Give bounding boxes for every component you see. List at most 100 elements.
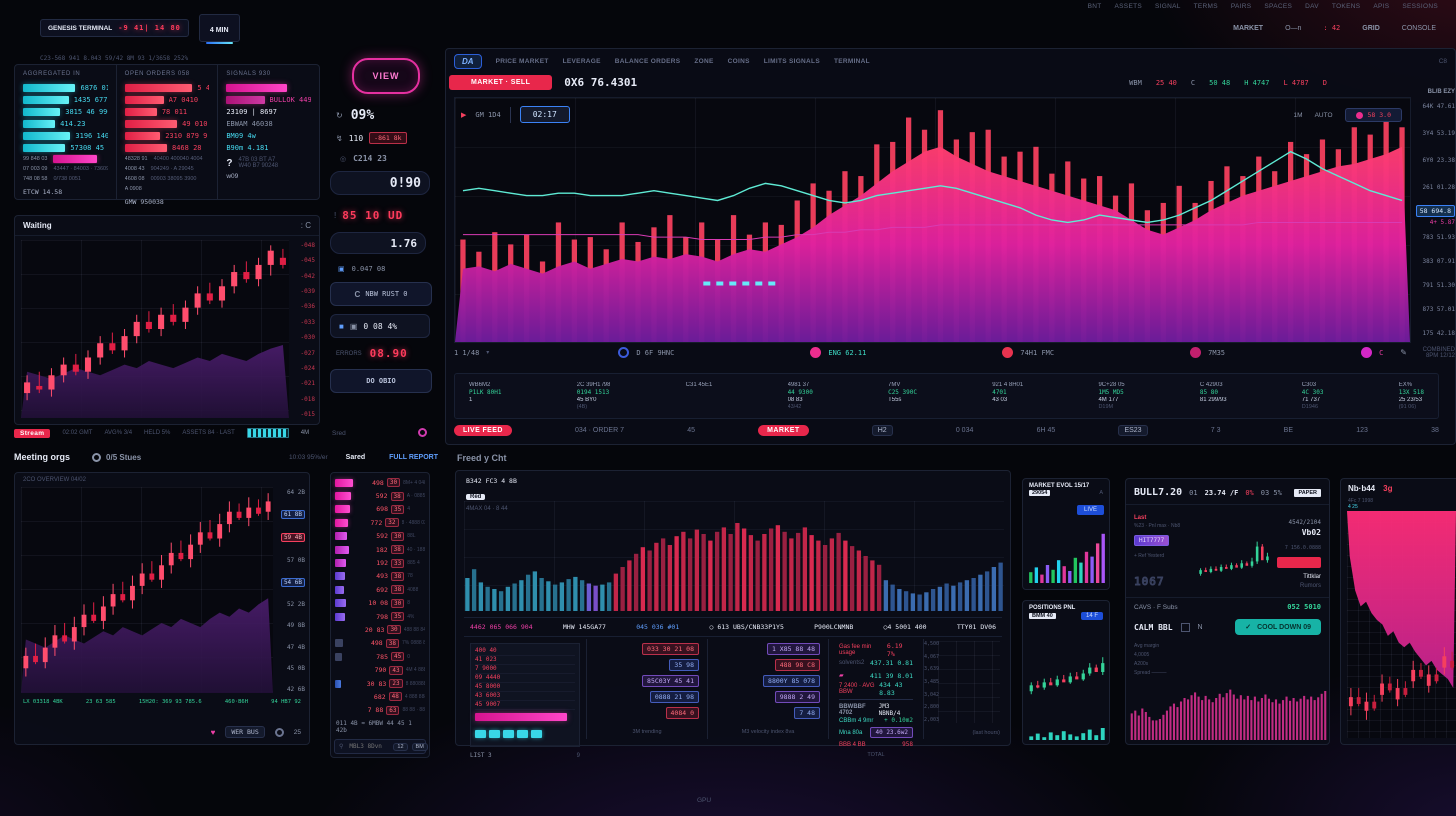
checkbox[interactable] (1180, 622, 1190, 632)
stat-group[interactable]: 2C 39H1 /98 0194 1513 45 BY0 (4B) (576, 382, 611, 410)
watchlist-row[interactable]: A7 0410 (124, 94, 210, 106)
watchlist-row[interactable]: 5 411 220 90 (124, 82, 209, 94)
heart-icon[interactable]: ♥ (210, 727, 216, 737)
ticker-item[interactable]: 74H1 FMC (1002, 347, 1061, 358)
watchlist-row[interactable]: 8468 28 (124, 142, 210, 154)
feed-tab[interactable]: 123 (1356, 427, 1368, 434)
filled-chip[interactable]: 0/5 Stues (92, 452, 141, 462)
volume-chart-area[interactable] (464, 501, 1004, 611)
metric-badge[interactable]: 7 48 (794, 707, 820, 719)
volume-stat[interactable]: ○ 613 UBS/CNB33P1Y5 (709, 623, 784, 631)
sell-button[interactable] (1277, 557, 1321, 568)
feed-tab[interactable]: 38 (1431, 427, 1439, 434)
orderbook-row[interactable]: 10 08 30 8 (331, 597, 429, 610)
candle-chart-area[interactable] (21, 487, 273, 693)
quick-grid[interactable]: GRID (1362, 24, 1380, 32)
countdown-box[interactable]: 02:17 (519, 106, 570, 123)
signal-pill[interactable]: 58 3.0 (1344, 108, 1402, 122)
main-chart-area[interactable]: ▶ GM 1D4 02:17 1M AUTO 58 3.0 (454, 97, 1411, 343)
edit-icon[interactable]: ✎ (1400, 348, 1407, 357)
orderbook-row[interactable]: 498 38 7% 0888 888 (331, 637, 429, 650)
trust-button[interactable]: C NBW RUST 0 (330, 282, 432, 306)
play-icon[interactable]: ▶ (461, 111, 467, 119)
top-nav-item[interactable]: ASSETS (1114, 3, 1142, 10)
orderbook-row[interactable]: 692 38 4088 (331, 583, 429, 596)
right-chart-area[interactable] (1347, 511, 1456, 738)
top-nav-item[interactable]: BNT (1087, 3, 1102, 10)
ticker-item[interactable]: D 6F 9HNC (618, 347, 681, 358)
timeframe-label[interactable]: GM 1D4 (475, 110, 501, 119)
orderbook-row[interactable]: 192 33 885 4 (331, 556, 429, 569)
stat-group[interactable]: WB6M2 P1LK 80H1 1 (469, 382, 502, 403)
top-nav-item[interactable]: SESSIONS (1402, 3, 1438, 10)
metric-badge[interactable]: 8800Y 85 078 (763, 675, 820, 687)
main-nav-item[interactable]: ZONE (694, 58, 714, 65)
red-chip[interactable]: Red (466, 494, 486, 500)
mini-table[interactable]: 400 40 41 023 7 9000 09 4440 45 8000 43 6003 4… (470, 643, 580, 747)
feed-tab[interactable]: 45 (687, 427, 695, 434)
watchlist-row[interactable]: 414.23 (23, 118, 108, 130)
refresh-icon[interactable]: ↻ (336, 111, 343, 120)
current-price-tag[interactable]: 58 694.8 (1415, 205, 1455, 217)
purple-badge[interactable]: 40 23.6w2 (870, 727, 913, 738)
ticker-item[interactable]: 1 1/48 ▾ (454, 349, 489, 357)
orderbook-row[interactable]: 592 38 A · 0885 (331, 489, 429, 502)
cyan-chip[interactable] (503, 730, 514, 738)
orderbook-row[interactable]: 682 48 4 888 888 (331, 690, 429, 703)
metric-badge[interactable]: 0888 21 98 (649, 691, 699, 703)
wer-bus-pill[interactable]: WER BUS (225, 726, 265, 738)
volume-stat[interactable]: TTY01 DV06 (956, 623, 996, 631)
gauge-icon[interactable] (274, 727, 284, 737)
main-nav-item[interactable]: PRICE MARKET (495, 58, 549, 65)
stat-group[interactable]: 4981 37 44 9300 08 83 43/42 (787, 382, 813, 410)
waiting-chart-area[interactable] (21, 240, 289, 418)
panel-menu-icon[interactable]: : C (300, 221, 311, 230)
ticker-item[interactable]: 7M35 (1190, 347, 1232, 358)
hit-badge[interactable]: HIT7777 (1134, 535, 1170, 546)
metric-badge[interactable]: 9888 2 49 (774, 691, 820, 703)
top-nav-item[interactable]: PAIRS (1230, 3, 1252, 10)
leverage-pill[interactable]: -861 8k (369, 132, 407, 144)
top-nav-item[interactable]: SIGNAL (1154, 3, 1181, 10)
orderbook-input[interactable] (347, 742, 390, 752)
volume-stat[interactable]: P900LCNMNB (814, 623, 854, 631)
orderbook-row[interactable]: 30 83 23 8 880888 (331, 677, 429, 690)
stat-group[interactable]: 921 4 8H01 4701 43 03 (992, 382, 1024, 403)
brand-box[interactable]: GENESIS TERMINAL -9 41| 14 80 (40, 19, 189, 37)
feed-tab[interactable]: 6H 45 (1036, 427, 1056, 434)
quick-open[interactable]: O—n (1285, 24, 1302, 32)
cooldown-button[interactable]: ✓ COOL DOWN 09 (1235, 619, 1321, 635)
orderbook-row[interactable]: 772 32 8 · 4888 0380 (331, 516, 429, 529)
volume-stat[interactable]: MHW 145GA77 (562, 623, 606, 631)
watchlist-row[interactable]: 49 010 4 7% (124, 118, 209, 130)
n-toggle[interactable]: N (1197, 623, 1203, 631)
watchlist-row[interactable]: 6876 010 64 (23, 82, 108, 94)
cyan-chip[interactable] (489, 730, 500, 738)
exchange-logo[interactable]: DA (454, 54, 482, 69)
pager-next[interactable]: 9 (576, 752, 580, 759)
quick-market[interactable]: MARKET (1233, 24, 1264, 32)
orderbook-row[interactable]: 698 35 4 (331, 503, 429, 516)
top-nav-item[interactable]: APIS (1373, 3, 1390, 10)
orderbook-row[interactable]: 182 38 40 · 188 (331, 543, 429, 556)
main-nav-item[interactable]: LIMITS SIGNALS (763, 58, 820, 65)
metric-badge[interactable]: 033 30 21 08 (642, 643, 699, 655)
watchlist-row[interactable]: 78 011 (124, 106, 210, 118)
stat-group[interactable]: EX% 13X 518 25 23/53 (91 06) (1398, 382, 1424, 410)
market-sell-pill[interactable]: MARKET · SELL (449, 75, 553, 90)
main-nav-item[interactable]: BALANCE ORDERS (614, 58, 681, 65)
quick-console[interactable]: CONSOLE (1401, 24, 1436, 32)
main-nav-item[interactable]: LEVERAGE (562, 58, 601, 65)
main-nav-item[interactable]: TERMINAL (833, 58, 870, 65)
feed-tab[interactable]: ES23 (1118, 425, 1148, 436)
chip-bm[interactable]: BM (411, 742, 428, 751)
full-report-link[interactable]: FULL REPORT (389, 453, 438, 461)
orderbook-row[interactable]: 20 83 30 488 88 848 (331, 623, 429, 636)
orderbook-row[interactable]: 785 45 0 (331, 650, 429, 663)
tf-1m[interactable]: 1M (1293, 111, 1303, 119)
top-nav-item[interactable]: DAV (1305, 3, 1319, 10)
stream-chip[interactable]: Stream (14, 428, 51, 438)
stat-group[interactable]: C 42903 85 80 81 299/93 (1199, 382, 1227, 403)
